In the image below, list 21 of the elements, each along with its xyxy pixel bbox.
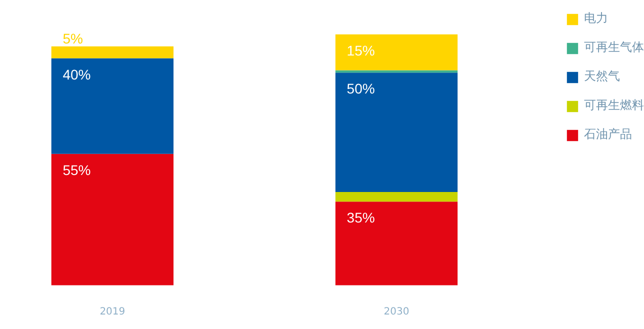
data-label: 5% bbox=[62, 30, 83, 46]
legend-label: 可再生燃料 bbox=[584, 97, 644, 114]
bar bbox=[51, 154, 174, 286]
bar bbox=[335, 72, 458, 192]
bar bbox=[335, 202, 458, 286]
data-label: 55% bbox=[62, 162, 91, 178]
x-tick-label: 2019 bbox=[100, 306, 126, 318]
data-label: 35% bbox=[346, 210, 375, 226]
data-label: 40% bbox=[62, 66, 91, 82]
legend-label: 可再生气体 bbox=[584, 39, 644, 56]
bar bbox=[335, 34, 458, 70]
bar bbox=[335, 192, 458, 202]
bar bbox=[51, 46, 174, 58]
data-label: 50% bbox=[346, 80, 375, 97]
bar bbox=[51, 58, 174, 154]
legend-label: 天然气 bbox=[584, 68, 620, 85]
bar bbox=[335, 70, 458, 73]
x-tick-label: 2030 bbox=[384, 306, 410, 318]
legend-label: 石油产品 bbox=[584, 126, 632, 143]
data-label: 15% bbox=[346, 42, 375, 58]
legend-label: 电力 bbox=[584, 10, 608, 27]
